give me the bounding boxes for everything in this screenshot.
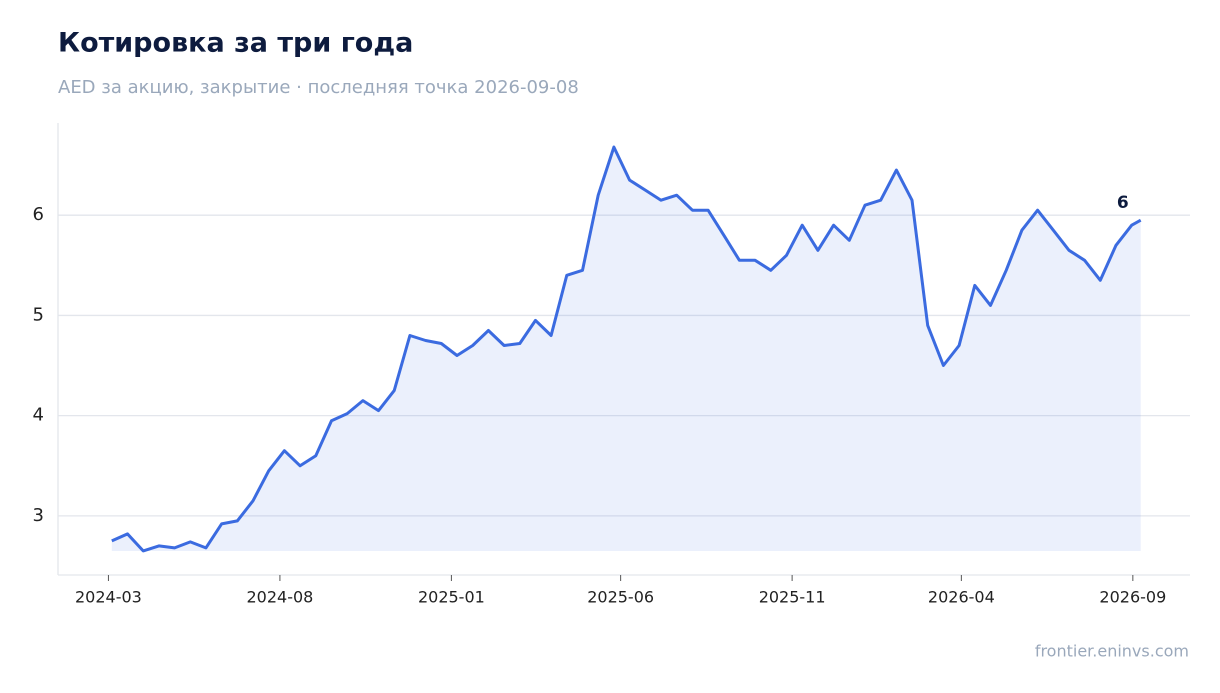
x-tick-label: 2025-06 [587, 588, 654, 607]
y-tick-label: 4 [33, 405, 44, 426]
y-tick-label: 3 [33, 505, 44, 526]
source: frontier.eninvs.com [1035, 642, 1189, 661]
x-tick-label: 2025-11 [759, 588, 826, 607]
x-tick-label: 2025-01 [418, 588, 485, 607]
x-tick-label: 2024-08 [246, 588, 313, 607]
line [111, 145, 1142, 553]
chart-subtitle: AED за акцию, закрытие · последняя точка… [58, 77, 579, 98]
x-tick-label: 2024-03 [75, 588, 142, 607]
x-tick-label: 2026-04 [928, 588, 995, 607]
y-tick-label: 5 [33, 304, 44, 325]
area [111, 147, 1141, 551]
x-tick-label: 2026-09 [1099, 588, 1166, 607]
y-tick-label: 6 [33, 204, 44, 225]
chart-title: Котировка за три года [58, 28, 413, 59]
annotation: 6 [1117, 193, 1129, 213]
